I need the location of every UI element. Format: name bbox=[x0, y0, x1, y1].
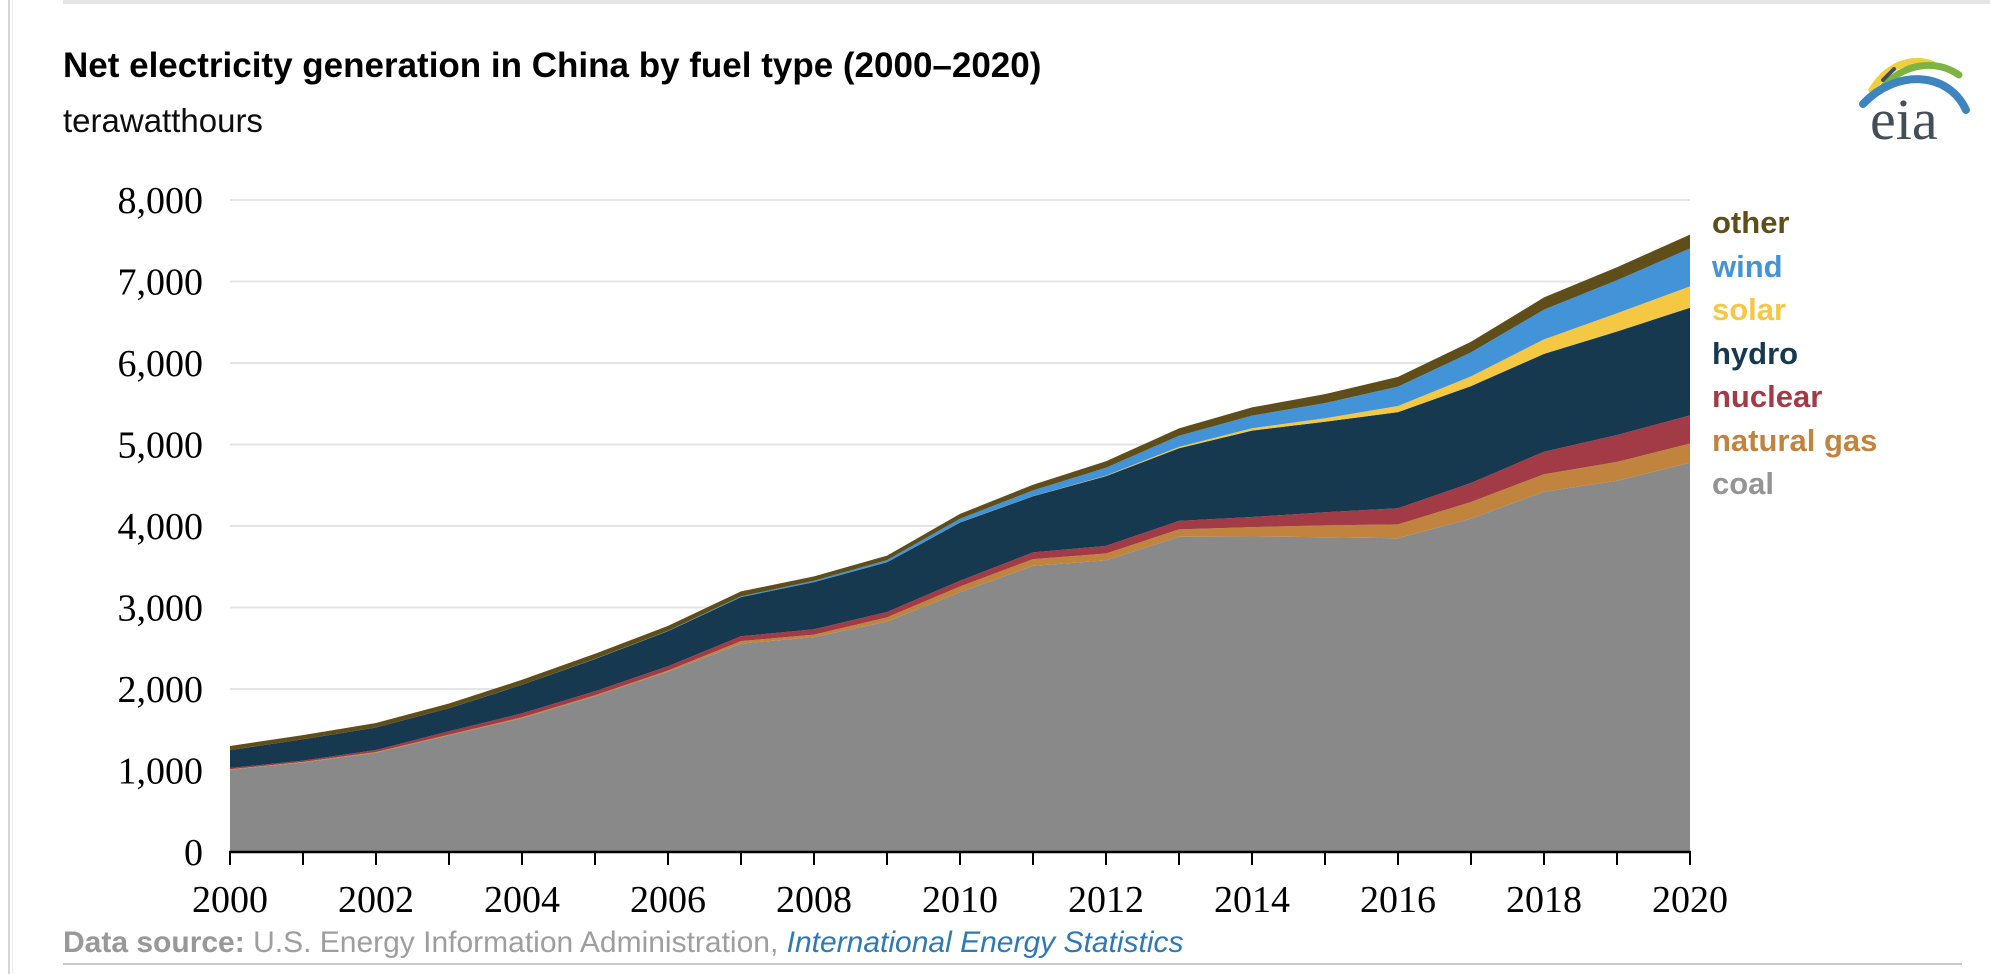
y-tick-label: 0 bbox=[184, 832, 203, 874]
left-border-line-2 bbox=[12, 0, 13, 974]
data-source-label: Data source: bbox=[63, 926, 245, 959]
x-tick-label: 2004 bbox=[484, 879, 560, 921]
eia-logo-text: eia bbox=[1870, 87, 1938, 148]
x-axis-labels: 2000 2002 2004 2006 2008 2010 2012 2014 2016 2018… bbox=[192, 879, 1728, 921]
x-tick-label: 2006 bbox=[630, 879, 706, 921]
left-border-line bbox=[8, 0, 10, 974]
x-tick-label: 2014 bbox=[1214, 879, 1290, 921]
y-tick-label: 5,000 bbox=[118, 425, 204, 467]
x-tick-label: 2016 bbox=[1360, 879, 1436, 921]
eia-logo-blue-swoosh bbox=[1859, 75, 1970, 114]
legend-item-nuclear: nuclear bbox=[1712, 379, 1823, 414]
legend-item-wind: wind bbox=[1712, 248, 1783, 284]
x-tick-label: 2000 bbox=[192, 879, 268, 921]
area-natural-gas bbox=[230, 443, 1690, 770]
top-border-line bbox=[63, 0, 1990, 4]
x-tick-label: 2020 bbox=[1652, 879, 1728, 921]
data-source-link[interactable]: International Energy Statistics bbox=[786, 926, 1184, 959]
data-source-note: Data source: U.S. Energy Information Adm… bbox=[63, 926, 1184, 960]
bottom-border-line bbox=[63, 963, 1962, 965]
y-axis-labels: 0 1,000 2,000 3,000 4,000 5,000 6,000 7,000 8,00… bbox=[118, 180, 204, 874]
legend-item-solar: solar bbox=[1712, 292, 1787, 327]
legend-item-natural-gas: natural gas bbox=[1712, 422, 1878, 458]
legend-item-other: other bbox=[1712, 205, 1790, 240]
y-tick-label: 6,000 bbox=[118, 343, 204, 385]
data-source-text: U.S. Energy Information Administration, bbox=[244, 926, 787, 959]
chart-legend: other wind solar hydro nuclear natural gas coa… bbox=[1712, 201, 1877, 506]
chart-title: Net electricity generation in China by f… bbox=[63, 46, 1042, 85]
chart-subtitle: terawatthours bbox=[63, 102, 263, 139]
eia-logo-accent bbox=[1881, 67, 1896, 82]
y-tick-label: 4,000 bbox=[118, 506, 204, 548]
y-tick-label: 7,000 bbox=[118, 262, 204, 304]
x-axis bbox=[229, 850, 1691, 865]
x-tick-label: 2008 bbox=[776, 879, 852, 921]
stacked-areas bbox=[230, 234, 1690, 852]
y-tick-label: 1,000 bbox=[118, 751, 204, 793]
area-hydro bbox=[230, 307, 1690, 768]
x-tick-label: 2002 bbox=[338, 879, 414, 921]
x-tick-label: 2010 bbox=[922, 879, 998, 921]
x-tick-label: 2012 bbox=[1068, 879, 1144, 921]
area-coal bbox=[230, 462, 1690, 852]
y-tick-label: 2,000 bbox=[118, 669, 204, 711]
x-tick-label: 2018 bbox=[1506, 879, 1582, 921]
eia-logo: eia bbox=[1859, 57, 1970, 148]
y-tick-label: 8,000 bbox=[118, 180, 204, 222]
legend-item-hydro: hydro bbox=[1712, 335, 1799, 371]
legend-item-coal: coal bbox=[1712, 466, 1775, 501]
y-tick-label: 3,000 bbox=[118, 588, 204, 630]
